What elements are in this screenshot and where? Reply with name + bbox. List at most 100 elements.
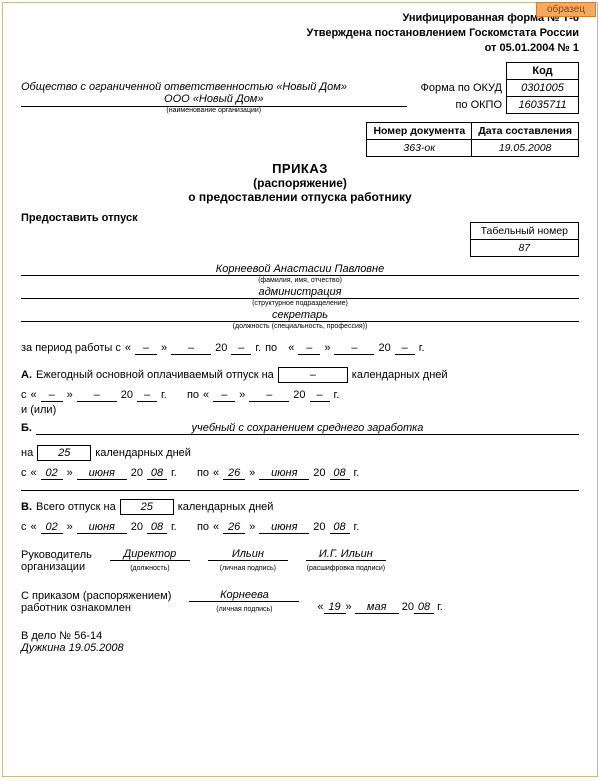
q: « bbox=[31, 389, 37, 401]
organization-block: Общество с ограниченной ответственностью… bbox=[21, 81, 407, 114]
tab-num-table: Табельный номер 87 bbox=[470, 222, 579, 257]
q: » bbox=[161, 342, 167, 354]
q: « bbox=[31, 467, 37, 479]
g: г. bbox=[255, 342, 261, 354]
b-days-line: на 25 календарных дней bbox=[21, 445, 579, 461]
bfm: июня bbox=[77, 467, 127, 480]
tab-num-label: Табельный номер bbox=[470, 222, 578, 239]
doc-num-label: Номер документа bbox=[367, 122, 472, 139]
y20: 20 bbox=[215, 342, 227, 354]
g: г. bbox=[171, 521, 177, 533]
v-dates: с «02» июня 2008 г. по «26» июня 2008 г. bbox=[21, 521, 579, 534]
head-pos-col: Директор (должность) bbox=[110, 548, 190, 573]
okpo-label: по ОКПО bbox=[415, 96, 507, 113]
v-days: 25 bbox=[120, 499, 174, 515]
y20: 20 bbox=[131, 467, 143, 479]
date-ref-line: от 05.01.2004 № 1 bbox=[21, 41, 579, 56]
y20: 20 bbox=[313, 467, 325, 479]
vtd: 26 bbox=[223, 521, 245, 534]
a-dates: с «–» – 20– г. по «–» – 20– г. bbox=[21, 389, 579, 402]
q: » bbox=[324, 342, 330, 354]
d1: – bbox=[135, 342, 157, 355]
d2: – bbox=[298, 342, 320, 355]
employee-fio: Корнеевой Анастасии Павловне bbox=[21, 257, 579, 276]
title-sub1: (распоряжение) bbox=[21, 176, 579, 190]
dept-caption: (структурное подразделение) bbox=[21, 300, 579, 307]
v-days-label: календарных дней bbox=[178, 501, 274, 513]
doc-date-label: Дата составления bbox=[472, 122, 579, 139]
po: по bbox=[197, 521, 209, 533]
q: » bbox=[249, 521, 255, 533]
ack-l2: работник ознакомлен bbox=[21, 602, 171, 614]
g: г. bbox=[354, 467, 360, 479]
head-name-cap: (расшифровка подписи) bbox=[307, 565, 386, 572]
b-dates: с «02» июня 2008 г. по «26» июня 2008 г. bbox=[21, 467, 579, 480]
doc-num: 363-ок bbox=[367, 139, 472, 156]
document-page: Унифицированная форма № Т-6 Утверждена п… bbox=[2, 2, 598, 777]
btd: 26 bbox=[223, 467, 245, 480]
po: по bbox=[197, 467, 209, 479]
okud-label: Форма по ОКУД bbox=[415, 79, 507, 96]
g: г. bbox=[161, 389, 167, 401]
bfy: 08 bbox=[147, 467, 167, 480]
footer-case: В дело № 56-14 bbox=[21, 630, 579, 642]
okud-value: 0301005 bbox=[507, 79, 579, 96]
head-signature: Руководитель организации Директор (должн… bbox=[21, 548, 579, 573]
title-block: ПРИКАЗ (распоряжение) о предоставлении о… bbox=[21, 161, 579, 204]
btm: июня bbox=[259, 467, 309, 480]
ack-row: С приказом (распоряжением) работник озна… bbox=[21, 589, 579, 614]
ack-sign-col: Корнеева (личная подпись) bbox=[189, 589, 299, 614]
form-line: Унифицированная форма № Т-6 bbox=[21, 11, 579, 26]
org-short-name: ООО «Новый Дом» bbox=[21, 93, 407, 107]
q: « bbox=[213, 467, 219, 479]
b-label: Б. bbox=[21, 422, 32, 434]
m1: – bbox=[171, 342, 211, 355]
c: с bbox=[21, 467, 27, 479]
head-sign-cap: (личная подпись) bbox=[220, 565, 276, 572]
g: г. bbox=[334, 389, 340, 401]
y20: 20 bbox=[131, 521, 143, 533]
head-name: И.Г. Ильин bbox=[306, 548, 386, 561]
ack-date: «19» мая 2008 г. bbox=[317, 601, 442, 614]
fio-caption: (фамилия, имя, отчество) bbox=[21, 277, 579, 284]
head-sign-col: Ильин (личная подпись) bbox=[208, 548, 288, 573]
b-days-label: календарных дней bbox=[95, 447, 191, 459]
bfd: 02 bbox=[41, 467, 63, 480]
q: » bbox=[346, 601, 352, 613]
am2: – bbox=[249, 389, 289, 402]
codes-table: Код Форма по ОКУД0301005 по ОКПО16035711 bbox=[415, 62, 580, 114]
vfm: июня bbox=[77, 521, 127, 534]
head-sign: Ильин bbox=[208, 548, 288, 561]
section-a: А. Ежегодный основной оплачиваемый отпус… bbox=[21, 367, 579, 383]
y1: – bbox=[231, 342, 251, 355]
doc-meta-table: Номер документа Дата составления 363-ок … bbox=[366, 122, 579, 157]
vfd: 02 bbox=[41, 521, 63, 534]
org-full-name: Общество с ограниченной ответственностью… bbox=[21, 81, 407, 93]
form-header: Унифицированная форма № Т-6 Утверждена п… bbox=[21, 11, 579, 56]
q: » bbox=[249, 467, 255, 479]
and-or: и (или) bbox=[21, 404, 579, 416]
m2: – bbox=[334, 342, 374, 355]
ay2: – bbox=[310, 389, 330, 402]
head-l2: организации bbox=[21, 561, 92, 573]
q: « bbox=[125, 342, 131, 354]
section-v: В. Всего отпуск на 25 календарных дней bbox=[21, 499, 579, 515]
org-caption: (наименование организации) bbox=[21, 107, 407, 114]
ad1: – bbox=[41, 389, 63, 402]
y20: 20 bbox=[378, 342, 390, 354]
approved-line: Утверждена постановлением Госкомстата Ро… bbox=[21, 26, 579, 41]
a-label: Ежегодный основной оплачиваемый отпуск н… bbox=[36, 369, 274, 381]
c: с bbox=[21, 521, 27, 533]
q: « bbox=[203, 389, 209, 401]
po: по bbox=[187, 389, 199, 401]
y20: 20 bbox=[293, 389, 305, 401]
q: « bbox=[213, 521, 219, 533]
title-main: ПРИКАЗ bbox=[272, 161, 328, 176]
q: « bbox=[288, 342, 294, 354]
sample-tag: образец bbox=[536, 2, 596, 17]
ack-sign-cap: (личная подпись) bbox=[216, 606, 272, 613]
okpo-value: 16035711 bbox=[507, 96, 579, 113]
v-label: Всего отпуск на bbox=[36, 501, 116, 513]
vfy: 08 bbox=[147, 521, 167, 534]
ackd: 19 bbox=[324, 601, 346, 614]
